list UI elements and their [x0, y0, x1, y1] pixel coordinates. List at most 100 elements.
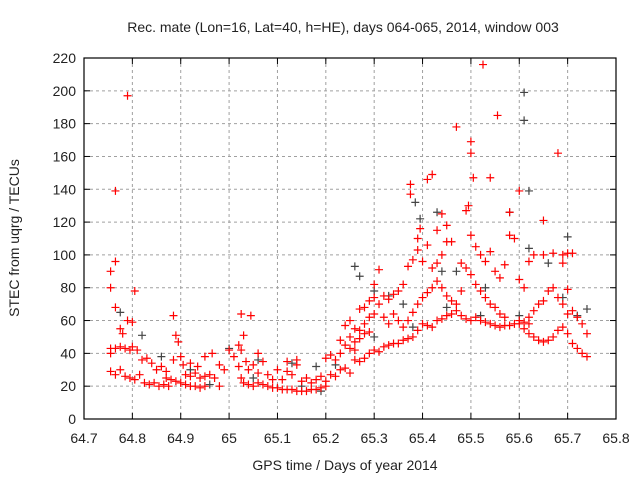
data-point-red [171, 377, 180, 386]
data-point-red [558, 323, 567, 332]
data-point-red [404, 316, 413, 325]
data-point-red [529, 306, 538, 315]
data-point-red [242, 357, 251, 366]
data-point-red [169, 355, 178, 364]
data-point-red [316, 372, 325, 381]
data-point-red [389, 309, 398, 318]
data-point-red [423, 175, 432, 184]
data-point-red [462, 206, 471, 215]
data-point-red [549, 283, 558, 292]
data-point-red [493, 111, 502, 120]
data-point-grey [355, 272, 364, 281]
data-point-red [539, 216, 548, 225]
data-point-red [321, 377, 330, 386]
data-point-red [573, 344, 582, 353]
data-point-red [578, 349, 587, 358]
data-point-red [437, 314, 446, 323]
data-point-red [106, 349, 115, 358]
data-point-red [447, 296, 456, 305]
data-point-red [200, 372, 209, 381]
data-point-red [375, 347, 384, 356]
data-point-red [312, 385, 321, 394]
data-point-red [563, 309, 572, 318]
data-point-red [273, 383, 282, 392]
data-point-red [486, 247, 495, 256]
data-point-red [147, 359, 156, 368]
data-point-red [515, 316, 524, 325]
data-point-grey [312, 362, 321, 371]
data-point-red [500, 313, 509, 322]
data-point-red [125, 373, 134, 382]
data-point-red [370, 346, 379, 355]
data-point-red [524, 313, 533, 322]
data-point-red [553, 149, 562, 158]
data-point-red [442, 311, 451, 320]
data-point-red [563, 329, 572, 338]
data-point-red [246, 311, 255, 320]
chart-title: Rec. mate (Lon=16, Lat=40, h=HE), days 0… [127, 19, 559, 35]
data-point-red [568, 306, 577, 315]
data-point-red [174, 337, 183, 346]
data-point-red [379, 291, 388, 300]
data-point-red [111, 344, 120, 353]
data-point-red [520, 283, 529, 292]
data-point-red [128, 318, 137, 327]
data-point-red [130, 287, 139, 296]
data-point-red [524, 329, 533, 338]
data-point-red [416, 224, 425, 233]
data-point-red [346, 344, 354, 353]
data-point-red [437, 250, 446, 259]
data-point-red [457, 287, 466, 296]
data-point-red [287, 370, 296, 379]
x-tick-label: 64.7 [70, 430, 97, 446]
data-point-red [510, 234, 519, 243]
data-point-red [375, 265, 384, 274]
data-point-grey [408, 323, 417, 332]
data-point-red [234, 362, 243, 371]
data-point-red [384, 319, 393, 328]
data-point-red [553, 293, 562, 302]
data-point-red [539, 250, 548, 259]
data-point-red [464, 201, 473, 210]
grid [84, 58, 616, 419]
data-point-grey [433, 208, 442, 217]
data-point-red [154, 382, 163, 391]
y-tick-label: 20 [60, 378, 76, 394]
data-point-red [544, 287, 553, 296]
data-point-red [229, 352, 238, 361]
data-point-red [442, 221, 451, 230]
data-point-red [316, 383, 325, 392]
data-point-red [169, 311, 178, 320]
data-point-red [121, 344, 130, 353]
data-point-red [491, 303, 500, 312]
data-point-red [193, 362, 202, 371]
data-point-red [466, 231, 475, 240]
data-point-red [111, 370, 120, 379]
data-point-red [239, 331, 248, 340]
data-point-red [408, 332, 417, 341]
data-point-red [215, 360, 224, 369]
data-point-red [399, 280, 408, 289]
data-point-red [413, 300, 422, 309]
data-point-red [263, 370, 272, 379]
data-point-red [379, 313, 388, 322]
data-point-red [406, 190, 415, 199]
data-point-red [312, 375, 321, 384]
x-tick-label: 64.9 [167, 430, 194, 446]
data-point-red [466, 316, 475, 325]
data-point-red [394, 316, 403, 325]
data-point-red [196, 383, 205, 392]
data-point-red [346, 316, 354, 325]
data-point-red [365, 328, 374, 337]
data-point-red [394, 287, 403, 296]
data-point-red [462, 314, 471, 323]
data-point-red [307, 378, 316, 387]
data-point-red [118, 329, 127, 338]
data-point-red [145, 380, 154, 389]
data-point-grey [116, 308, 125, 317]
data-point-red [486, 300, 495, 309]
data-point-red [433, 226, 442, 235]
data-point-red [384, 341, 393, 350]
data-point-red [413, 234, 422, 243]
y-tick-label: 160 [53, 148, 77, 164]
